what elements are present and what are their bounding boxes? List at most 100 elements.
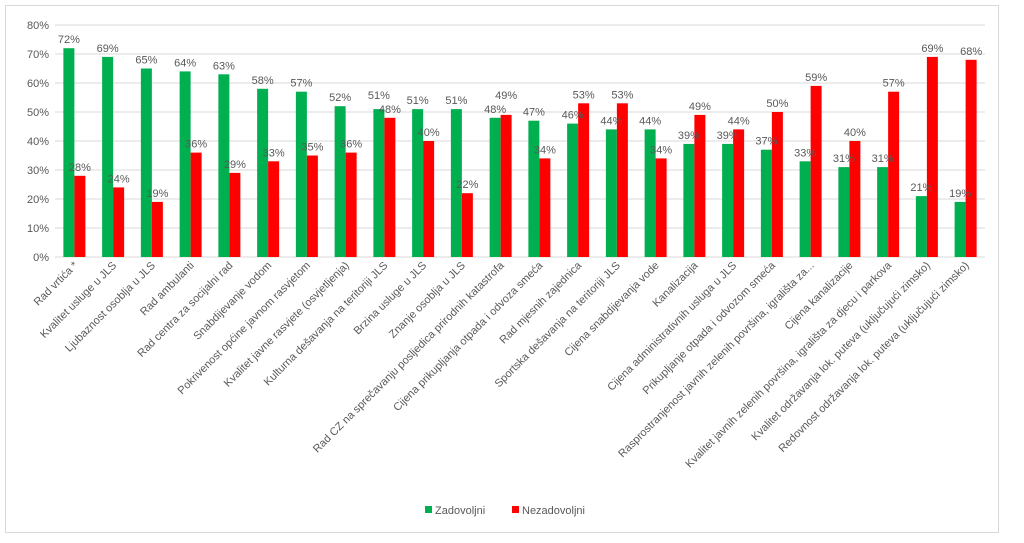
data-label: 49%	[689, 101, 711, 113]
bar-zadovoljni	[218, 74, 230, 257]
data-label: 72%	[58, 34, 80, 46]
data-label: 46%	[562, 110, 584, 122]
bar-zadovoljni	[334, 106, 346, 257]
data-label: 39%	[678, 130, 700, 142]
data-label: 51%	[368, 90, 390, 102]
data-label: 28%	[69, 162, 91, 174]
bar-nezadovoljni	[733, 129, 745, 257]
bar-nezadovoljni	[74, 175, 86, 257]
y-tick-label: 20%	[27, 194, 49, 206]
data-label: 36%	[185, 139, 207, 151]
bar-zadovoljni	[63, 48, 75, 258]
data-label: 31%	[872, 153, 894, 165]
y-tick-label: 60%	[27, 78, 49, 90]
bar-zadovoljni	[295, 91, 307, 257]
data-label: 64%	[174, 57, 196, 69]
legend: Zadovoljni Nezadovoljni	[425, 505, 585, 517]
data-label: 53%	[611, 89, 633, 101]
bar-zadovoljni	[140, 68, 152, 257]
data-label: 44%	[639, 115, 661, 127]
data-label: 65%	[135, 55, 157, 67]
bar-nezadovoljni	[655, 158, 667, 257]
data-label: 37%	[755, 136, 777, 148]
data-label: 52%	[329, 92, 351, 104]
data-label: 53%	[573, 89, 595, 101]
y-tick-label: 80%	[27, 20, 49, 32]
data-label: 48%	[379, 104, 401, 116]
data-label: 69%	[97, 43, 119, 55]
data-label: 44%	[728, 115, 750, 127]
y-tick-label: 0%	[33, 252, 49, 264]
bar-nezadovoljni	[926, 56, 938, 258]
data-label: 21%	[910, 182, 932, 194]
bar-zadovoljni	[528, 120, 540, 257]
bar-zadovoljni	[412, 109, 424, 257]
data-label: 47%	[523, 107, 545, 119]
y-tick-label: 50%	[27, 107, 49, 119]
data-label: 40%	[418, 127, 440, 139]
data-label: 48%	[484, 104, 506, 116]
data-label: 49%	[495, 90, 517, 102]
data-label: 24%	[108, 173, 130, 185]
legend-swatch-nezadovoljni	[512, 506, 519, 513]
bar-nezadovoljni	[423, 141, 435, 257]
data-label: 63%	[213, 60, 235, 72]
bar-zadovoljni	[722, 143, 734, 257]
bar-nezadovoljni	[384, 117, 396, 257]
data-label: 57%	[883, 78, 905, 90]
bar-zadovoljni	[799, 161, 811, 257]
y-tick-label: 30%	[27, 165, 49, 177]
bar-zadovoljni	[567, 123, 579, 257]
data-label: 50%	[766, 98, 788, 110]
bar-nezadovoljni	[345, 152, 357, 257]
bar-nezadovoljni	[190, 152, 202, 257]
y-tick-label: 40%	[27, 136, 49, 148]
bar-nezadovoljni	[810, 85, 822, 258]
data-label: 59%	[805, 72, 827, 84]
bar-nezadovoljni	[888, 91, 900, 257]
bar-zadovoljni	[179, 71, 191, 258]
data-label: 35%	[301, 142, 323, 154]
chart-border	[5, 5, 999, 533]
bar-zadovoljni	[877, 167, 889, 257]
data-label: 19%	[949, 188, 971, 200]
bar-zadovoljni	[954, 201, 966, 257]
bar-zadovoljni	[450, 109, 462, 257]
data-label: 33%	[263, 147, 285, 159]
bar-zadovoljni	[605, 129, 617, 257]
bar-zadovoljni	[102, 56, 114, 258]
bar-zadovoljni	[760, 149, 772, 257]
data-label: 31%	[833, 153, 855, 165]
bar-nezadovoljni	[151, 201, 163, 257]
data-label: 40%	[844, 127, 866, 139]
data-label: 57%	[290, 78, 312, 90]
bar-zadovoljni	[257, 88, 269, 257]
bar-nezadovoljni	[849, 141, 861, 257]
bar-zadovoljni	[838, 167, 850, 257]
y-tick-label: 10%	[27, 223, 49, 235]
bar-zadovoljni	[644, 129, 656, 257]
data-label: 68%	[960, 46, 982, 58]
bar-nezadovoljni	[306, 155, 318, 257]
legend-label: Zadovoljni	[435, 505, 485, 517]
data-label: 34%	[534, 144, 556, 156]
legend-label: Nezadovoljni	[522, 505, 585, 517]
bar-nezadovoljni	[500, 114, 512, 258]
bar-nezadovoljni	[113, 187, 125, 257]
data-label: 44%	[600, 115, 622, 127]
data-label: 69%	[921, 43, 943, 55]
bar-nezadovoljni	[539, 158, 551, 257]
bar-nezadovoljni	[268, 161, 280, 257]
data-label: 58%	[252, 75, 274, 87]
data-label: 51%	[445, 95, 467, 107]
bar-nezadovoljni	[229, 172, 241, 257]
bar-zadovoljni	[683, 143, 695, 257]
data-label: 22%	[456, 179, 478, 191]
bar-nezadovoljni	[616, 103, 628, 257]
data-label: 39%	[717, 130, 739, 142]
data-label: 33%	[794, 147, 816, 159]
bar-zadovoljni	[489, 117, 501, 257]
bar-nezadovoljni	[694, 114, 706, 258]
bar-nezadovoljni	[965, 59, 977, 257]
